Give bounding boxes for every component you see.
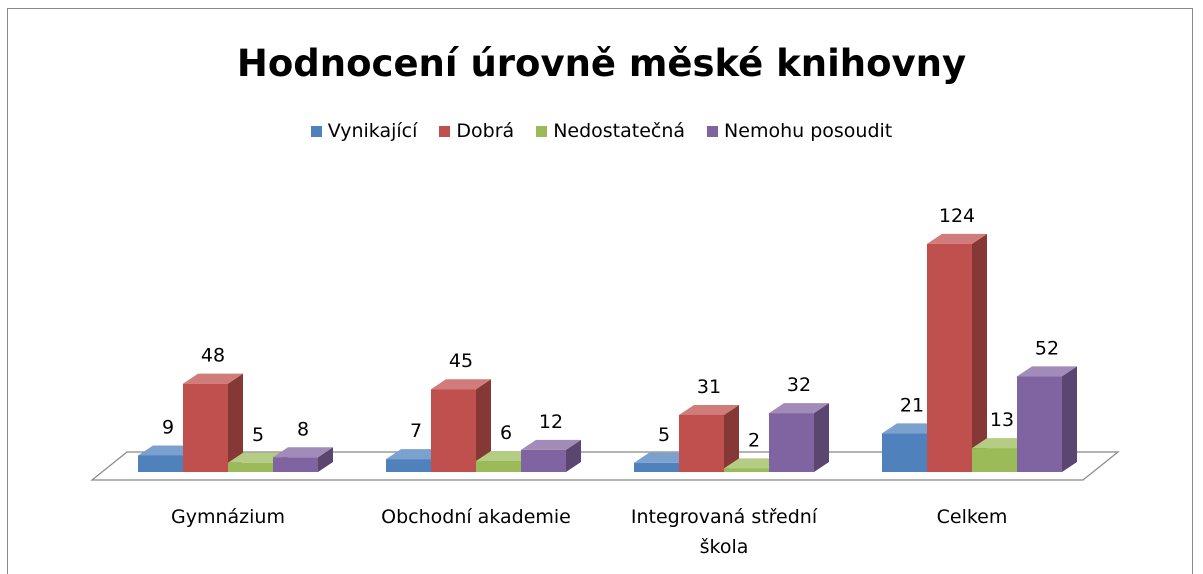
- bar-top: [183, 373, 243, 384]
- bar: [769, 403, 829, 472]
- x-tick-label: Gymnázium: [171, 506, 285, 528]
- bar-side: [814, 403, 829, 472]
- bar-side: [724, 404, 739, 472]
- bar-front: [1017, 376, 1062, 472]
- data-label: 9: [162, 416, 174, 438]
- bar-front: [972, 448, 1017, 472]
- data-label: 8: [297, 418, 309, 440]
- chart-title: Hodnocení úrovně měské knihovny: [236, 42, 967, 85]
- bar-top: [679, 404, 739, 415]
- data-label: 31: [697, 376, 721, 398]
- legend-item: Nemohu posoudit: [707, 120, 892, 142]
- legend-swatch: [707, 125, 719, 137]
- legend-swatch: [536, 125, 548, 137]
- legend-item: Vynikající: [310, 120, 418, 142]
- data-label: 21: [900, 394, 924, 416]
- data-label: 12: [539, 411, 563, 433]
- data-label: 5: [252, 424, 264, 446]
- bar-side: [228, 373, 243, 472]
- data-label: 13: [990, 409, 1014, 431]
- bar: [1017, 366, 1077, 472]
- floor: [90, 451, 1120, 481]
- bar-side: [476, 379, 491, 472]
- bar-top: [927, 233, 987, 244]
- legend-item: Nedostatečná: [536, 120, 685, 142]
- bar: [183, 373, 243, 472]
- legend-label: Dobrá: [456, 120, 515, 142]
- bar-front: [138, 455, 183, 472]
- chart-border: [7, 8, 1193, 574]
- bar-side: [972, 233, 987, 472]
- bar-front: [927, 243, 972, 472]
- legend-label: Vynikající: [327, 120, 418, 142]
- bar-top: [431, 379, 491, 390]
- x-tick-label: Integrovaná střední škola: [630, 506, 818, 558]
- data-label: 45: [449, 350, 473, 372]
- bar-front: [476, 460, 521, 472]
- x-tick-label: Obchodní akademie: [381, 506, 571, 528]
- bar: [927, 233, 987, 472]
- legend-label: Nemohu posoudit: [724, 120, 893, 142]
- bar-front: [521, 449, 566, 472]
- legend-swatch: [439, 125, 451, 137]
- bar-front: [724, 468, 769, 472]
- legend-label: Nedostatečná: [553, 120, 686, 142]
- data-label: 5: [658, 424, 670, 446]
- bar-front: [634, 462, 679, 472]
- legend-item: Dobrá: [439, 120, 514, 142]
- x-tick-label: Celkem: [936, 506, 1008, 528]
- bar-front: [882, 433, 927, 472]
- data-label: 48: [201, 345, 225, 367]
- bar-front: [769, 413, 814, 472]
- data-label: 124: [939, 205, 975, 227]
- bar-top: [769, 403, 829, 414]
- bar-front: [273, 457, 318, 472]
- data-label: 2: [748, 429, 760, 451]
- bar: [431, 379, 491, 472]
- bar-front: [386, 459, 431, 472]
- data-label: 6: [500, 422, 512, 444]
- bar-front: [183, 383, 228, 472]
- bar-front: [431, 389, 476, 472]
- bar-top: [1017, 366, 1077, 377]
- bar-side: [566, 439, 581, 472]
- bar: [679, 404, 739, 472]
- bar-side: [1062, 366, 1077, 472]
- bar: [273, 447, 333, 472]
- bar-top: [273, 447, 333, 458]
- legend-swatch: [310, 125, 322, 137]
- data-label: 32: [787, 374, 811, 396]
- legend: Vynikající Dobrá Nedostatečná Nemohu posoud…: [0, 120, 1203, 142]
- bar-front: [679, 414, 724, 472]
- data-label: 7: [410, 420, 422, 442]
- bar-top: [521, 439, 581, 450]
- bar: [521, 439, 581, 472]
- data-label: 52: [1035, 337, 1059, 359]
- bar-front: [228, 462, 273, 472]
- bar-side: [318, 447, 333, 472]
